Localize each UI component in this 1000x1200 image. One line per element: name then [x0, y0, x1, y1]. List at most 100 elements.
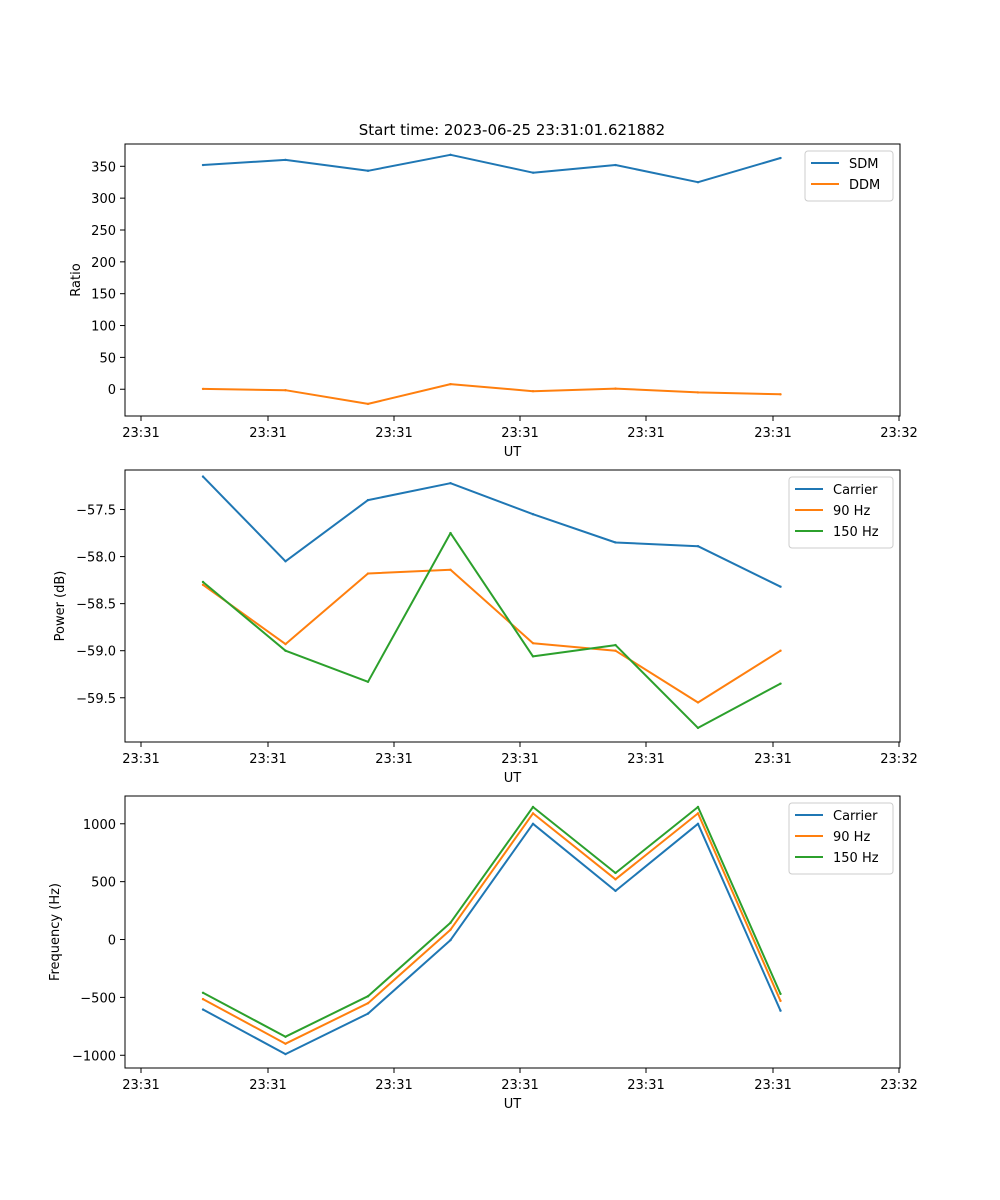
- data-point: [696, 391, 700, 394]
- data-point: [779, 992, 782, 996]
- data-point: [696, 805, 700, 809]
- x-tick-label: 23:32: [880, 426, 917, 441]
- y-tick-label: 0: [108, 934, 116, 949]
- data-point: [284, 642, 287, 646]
- x-tick-label: 23:31: [627, 752, 664, 767]
- subplot-3: 23:31 23:31 23:31 23:31 23:31 23:31 23:32 UT −10…: [48, 795, 918, 1112]
- y-tick-label: 500: [91, 876, 116, 891]
- series-line-carrier: [202, 475, 781, 588]
- data-point: [284, 649, 287, 652]
- axes-frame: [124, 143, 901, 417]
- data-point: [614, 878, 617, 881]
- data-point: [614, 541, 617, 544]
- y-tick-label: −58.0: [76, 551, 116, 566]
- x-tick-label: 23:31: [249, 1078, 286, 1093]
- y-tick-label: −500: [80, 991, 116, 1006]
- data-point: [696, 545, 700, 548]
- x-tick-label: 23:31: [375, 752, 412, 767]
- data-point: [284, 1035, 287, 1038]
- data-point: [366, 572, 370, 575]
- legend-label: SDM: [849, 157, 878, 172]
- x-tick-label: 23:31: [501, 1078, 538, 1093]
- data-point: [201, 163, 205, 167]
- x-tick-label: 23:32: [880, 752, 917, 767]
- x-axis-label: UT: [504, 445, 522, 460]
- legend-label: Carrier: [833, 809, 878, 824]
- series-line-ddm: [202, 383, 781, 405]
- data-point: [779, 1009, 782, 1012]
- data-point: [614, 387, 617, 390]
- data-point: [696, 701, 700, 704]
- data-point: [614, 889, 617, 893]
- y-tick-label: 100: [91, 320, 116, 335]
- subplot-1: 23:31 23:31 23:31 23:31 23:31 23:31 23:32 UT 0 50…: [69, 143, 918, 460]
- data-point: [449, 921, 452, 924]
- data-point: [201, 583, 205, 587]
- data-point: [531, 641, 535, 645]
- x-tick-label: 23:31: [375, 426, 412, 441]
- y-tick-label: −57.5: [76, 504, 116, 519]
- axes-frame: [124, 795, 901, 1069]
- data-point: [531, 171, 535, 174]
- data-point: [779, 585, 782, 588]
- series-line-150-hz: [202, 806, 782, 1038]
- chart-title: Start time: 2023-06-25 23:31:01.621882: [359, 121, 665, 139]
- data-point: [449, 928, 452, 931]
- legend-label: 90 Hz: [833, 504, 870, 519]
- y-tick-label: 300: [91, 192, 116, 207]
- series-line-sdm: [202, 153, 781, 184]
- legend-label: Carrier: [833, 483, 878, 498]
- y-tick-label: −1000: [72, 1049, 116, 1064]
- series-line-90-hz: [202, 568, 782, 704]
- data-point: [449, 568, 452, 571]
- y-tick-label: 1000: [83, 818, 116, 833]
- data-point: [201, 475, 205, 478]
- data-point: [779, 649, 782, 652]
- legend-label: 150 Hz: [833, 851, 879, 866]
- y-tick-label: 200: [91, 256, 116, 271]
- y-axis-label: Ratio: [69, 263, 84, 296]
- data-point: [531, 822, 535, 825]
- data-point: [201, 387, 205, 391]
- data-point: [366, 498, 370, 502]
- data-point: [449, 531, 452, 535]
- data-point: [531, 389, 535, 393]
- data-point: [284, 158, 287, 162]
- y-axis-label: Power (dB): [53, 571, 68, 642]
- data-point: [614, 643, 617, 647]
- x-tick-label: 23:31: [627, 426, 664, 441]
- data-point: [614, 163, 617, 167]
- x-tick-label: 23:31: [754, 426, 791, 441]
- data-point: [366, 169, 370, 172]
- data-point: [284, 1042, 287, 1045]
- x-tick-label: 23:31: [501, 752, 538, 767]
- legend-label: DDM: [849, 178, 880, 193]
- x-tick-label: 23:31: [754, 1078, 791, 1093]
- legend-label: 150 Hz: [833, 525, 879, 540]
- x-axis-label: UT: [504, 771, 522, 786]
- subplot-2: 23:31 23:31 23:31 23:31 23:31 23:31 23:32 UT −57…: [53, 469, 918, 786]
- data-point: [696, 812, 700, 815]
- data-point: [696, 822, 700, 825]
- data-point: [779, 999, 782, 1003]
- data-point: [696, 181, 700, 184]
- data-point: [366, 680, 370, 683]
- data-point: [201, 1008, 205, 1011]
- series-line-carrier: [202, 822, 782, 1056]
- data-point: [779, 393, 782, 396]
- axes-frame: [124, 469, 901, 743]
- y-axis-label: Frequency (Hz): [48, 883, 63, 981]
- data-point: [779, 682, 782, 685]
- data-point: [531, 805, 535, 809]
- data-point: [614, 649, 617, 652]
- x-tick-label: 23:31: [122, 426, 159, 441]
- x-tick-label: 23:31: [375, 1078, 412, 1093]
- y-tick-label: 250: [91, 224, 116, 239]
- data-point: [531, 655, 535, 658]
- data-point: [449, 382, 452, 386]
- data-point: [366, 995, 370, 998]
- data-point: [201, 580, 205, 584]
- x-tick-label: 23:31: [754, 752, 791, 767]
- data-point: [284, 389, 287, 392]
- x-tick-label: 23:31: [122, 752, 159, 767]
